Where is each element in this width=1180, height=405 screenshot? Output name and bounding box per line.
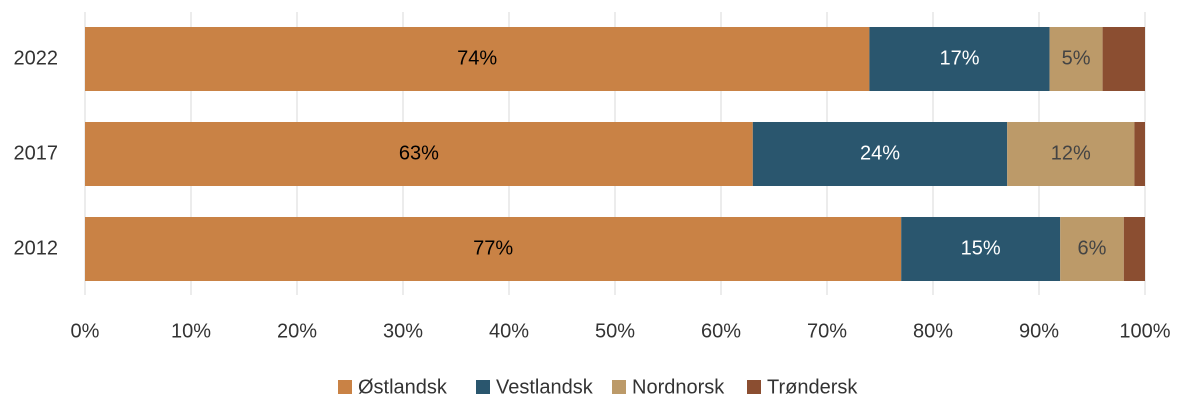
y-tick-label: 2017 xyxy=(14,142,59,164)
data-label: 63% xyxy=(399,142,439,164)
data-label: 5% xyxy=(1062,47,1091,69)
x-tick-label: 30% xyxy=(383,320,423,342)
bar-segment xyxy=(1123,217,1145,281)
bar-segment xyxy=(901,217,1061,281)
x-tick-label: 0% xyxy=(71,320,100,342)
x-tick-label: 40% xyxy=(489,320,529,342)
x-tick-label: 90% xyxy=(1019,320,1059,342)
bar-segment xyxy=(85,27,870,91)
x-tick-label: 20% xyxy=(277,320,317,342)
legend-label: Vestlandsk xyxy=(496,376,594,398)
bar-segment xyxy=(1049,27,1103,91)
x-tick-label: 70% xyxy=(807,320,847,342)
y-tick-label: 2022 xyxy=(14,47,59,69)
bar-segment xyxy=(752,122,1008,186)
bar-segment xyxy=(1102,27,1145,91)
legend-swatch xyxy=(338,380,352,394)
data-label: 12% xyxy=(1051,142,1091,164)
legend-label: Trøndersk xyxy=(767,376,858,398)
data-label: 77% xyxy=(473,237,513,259)
x-tick-label: 50% xyxy=(595,320,635,342)
data-label: 15% xyxy=(961,237,1001,259)
x-tick-label: 10% xyxy=(171,320,211,342)
bar-segment xyxy=(1007,122,1135,186)
data-label: 24% xyxy=(860,142,900,164)
x-tick-label: 60% xyxy=(701,320,741,342)
bar-segment xyxy=(1134,122,1145,186)
data-label: 17% xyxy=(939,47,979,69)
legend-swatch xyxy=(476,380,490,394)
legend-label: Nordnorsk xyxy=(632,376,725,398)
legend-swatch xyxy=(612,380,626,394)
x-tick-label: 100% xyxy=(1119,320,1170,342)
bar-segment xyxy=(869,27,1050,91)
y-tick-label: 2012 xyxy=(14,237,59,259)
bar-segment xyxy=(1060,217,1124,281)
x-tick-label: 80% xyxy=(913,320,953,342)
bar-segment xyxy=(85,122,753,186)
legend-swatch xyxy=(747,380,761,394)
data-label: 74% xyxy=(457,47,497,69)
legend-label: Østlandsk xyxy=(358,376,448,398)
bar-segment xyxy=(85,217,902,281)
data-label: 6% xyxy=(1078,237,1107,259)
